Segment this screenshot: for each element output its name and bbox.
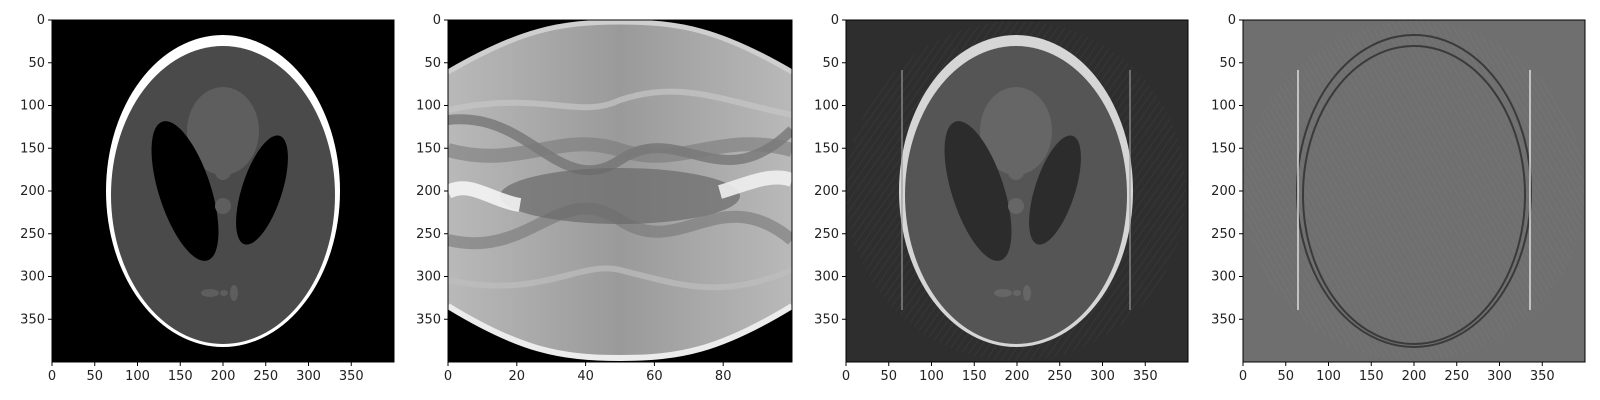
- reconstruction-x-tick-label: 200: [1005, 369, 1030, 384]
- reconstruction-y-tick-label: 300: [814, 270, 839, 285]
- error-x-tick-label: 250: [1444, 369, 1469, 384]
- sinogram-bright-right: [718, 170, 792, 199]
- reconstruction-small-circle-top: [1008, 164, 1024, 180]
- reconstruction-y-tick-label: 50: [822, 56, 839, 71]
- error-x-tick-label: 100: [1316, 369, 1341, 384]
- error-x-tick-label: 50: [1277, 369, 1294, 384]
- phantom-y-tick-label: 150: [20, 141, 45, 156]
- error-x-tick-label: 300: [1487, 369, 1512, 384]
- sinogram-x-tick-label: 20: [509, 369, 526, 384]
- reconstruction-panel: [845, 19, 1189, 363]
- phantom-y-tick-label: 200: [20, 184, 45, 199]
- reconstruction-y-tick-label: 0: [831, 13, 839, 28]
- sinogram-x-tick-label: 60: [646, 369, 663, 384]
- phantom-x-tick-label: 50: [86, 369, 103, 384]
- error-y-tick-label: 300: [1211, 270, 1236, 285]
- reconstruction-x-tick-label: 150: [962, 369, 987, 384]
- sinogram-y-tick-label: 300: [416, 270, 441, 285]
- sinogram-dark-region: [500, 168, 740, 224]
- phantom-x-tick-label: 200: [211, 369, 236, 384]
- error-x-tick-label: 0: [1239, 369, 1247, 384]
- sinogram-y-tick-label: 150: [416, 141, 441, 156]
- axis-ticks: 0 50 100 150 200 250 300 3500501001502002503003…: [20, 13, 1554, 384]
- error-skull-inner-ring: [1302, 45, 1526, 345]
- reconstruction-x-tick-label: 50: [880, 369, 897, 384]
- sinogram-curve-4: [448, 265, 792, 291]
- sinogram-y-tick-label: 350: [416, 312, 441, 327]
- reconstruction-brain: [905, 46, 1127, 344]
- sinogram-y-tick-label: 200: [416, 184, 441, 199]
- sinogram-lower-edge: [448, 303, 792, 362]
- phantom-small-ellipse-mid: [220, 290, 228, 296]
- phantom-panel: [51, 19, 395, 363]
- sinogram-panel: [447, 19, 793, 363]
- reconstruction-y-tick-label: 250: [814, 227, 839, 242]
- sinogram-y-tick-label: 100: [416, 99, 441, 114]
- reconstruction-x-tick-label: 250: [1047, 369, 1072, 384]
- phantom-small-ellipse-left: [201, 289, 219, 297]
- sinogram-y-tick-label: 0: [433, 13, 441, 28]
- sinogram-bright-left: [448, 181, 522, 212]
- phantom-y-tick-label: 300: [20, 270, 45, 285]
- phantom-x-tick-label: 0: [48, 369, 56, 384]
- reconstruction-x-tick-label: 300: [1090, 369, 1115, 384]
- error-y-tick-label: 250: [1211, 227, 1236, 242]
- reconstruction-small-ellipse-left: [994, 289, 1012, 297]
- reconstruction-x-tick-label: 100: [919, 369, 944, 384]
- error-x-tick-label: 150: [1359, 369, 1384, 384]
- reconstruction-left-ventricle: [944, 121, 1012, 261]
- phantom-y-tick-label: 100: [20, 99, 45, 114]
- error-y-tick-label: 200: [1211, 184, 1236, 199]
- reconstruction-y-tick-label: 200: [814, 184, 839, 199]
- sinogram-curve-2: [448, 137, 792, 163]
- error-y-tick-label: 0: [1228, 13, 1236, 28]
- phantom-small-circle-top: [215, 164, 231, 180]
- phantom-left-ventricle: [151, 121, 219, 261]
- phantom-x-tick-label: 150: [168, 369, 193, 384]
- phantom-y-tick-label: 50: [28, 56, 45, 71]
- reconstruction-small-circle-mid: [1008, 198, 1024, 214]
- error-y-tick-label: 350: [1211, 312, 1236, 327]
- phantom-y-tick-label: 250: [20, 227, 45, 242]
- error-y-tick-label: 150: [1211, 141, 1236, 156]
- error-y-tick-label: 100: [1211, 99, 1236, 114]
- phantom-y-tick-label: 0: [37, 13, 45, 28]
- error-x-tick-label: 350: [1530, 369, 1555, 384]
- reconstruction-y-tick-label: 150: [814, 141, 839, 156]
- reconstruction-right-ventricle: [1029, 135, 1081, 245]
- phantom-right-ventricle: [236, 135, 288, 245]
- error-x-tick-label: 200: [1402, 369, 1427, 384]
- reconstruction-y-tick-label: 100: [814, 99, 839, 114]
- phantom-x-tick-label: 100: [125, 369, 150, 384]
- sinogram-curve-5: [448, 88, 792, 118]
- reconstruction-x-tick-label: 350: [1133, 369, 1158, 384]
- phantom-small-circle-mid: [215, 198, 231, 214]
- sinogram-x-tick-label: 80: [715, 369, 732, 384]
- reconstruction-small-ellipse-right: [1023, 285, 1031, 301]
- phantom-x-tick-label: 350: [339, 369, 364, 384]
- reconstruction-small-ellipse-mid: [1013, 290, 1021, 296]
- sinogram-upper-edge: [448, 20, 792, 75]
- reconstruction-x-tick-label: 0: [842, 369, 850, 384]
- phantom-small-ellipse-right: [230, 285, 238, 301]
- phantom-upper-ellipse: [187, 87, 259, 175]
- phantom-x-tick-label: 250: [253, 369, 278, 384]
- error-panel: [1242, 19, 1586, 363]
- sinogram-x-tick-label: 0: [444, 369, 452, 384]
- sinogram-y-tick-label: 250: [416, 227, 441, 242]
- error-y-tick-label: 50: [1219, 56, 1236, 71]
- sinogram-x-tick-label: 40: [577, 369, 594, 384]
- reconstruction-y-tick-label: 350: [814, 312, 839, 327]
- sinogram-curve-1: [448, 114, 792, 176]
- reconstruction-upper-ellipse: [980, 87, 1052, 175]
- sinogram-y-tick-label: 50: [424, 56, 441, 71]
- error-streak-artifacts: [1244, 21, 1584, 361]
- phantom-x-tick-label: 300: [296, 369, 321, 384]
- phantom-brain: [111, 46, 335, 344]
- phantom-y-tick-label: 350: [20, 312, 45, 327]
